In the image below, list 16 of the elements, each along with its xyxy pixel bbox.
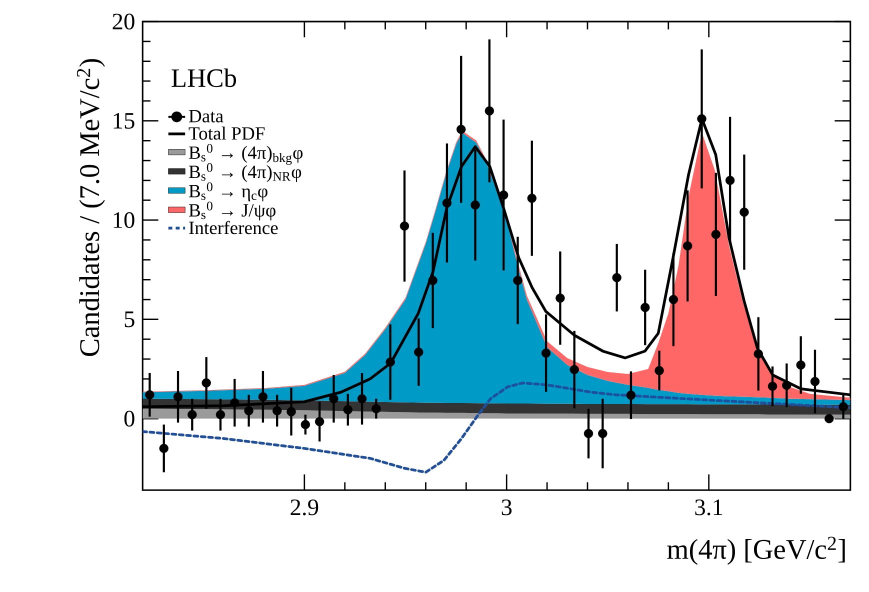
legend-label: Total PDF [188, 126, 265, 140]
x-axis-title: m(4π) [GeV/c$^{2}$] [667, 536, 845, 565]
y-tick-label: 5 [124, 312, 134, 328]
y-tick-label: 10 [114, 212, 134, 228]
legend-label: B$_{s}$$^{0}$ → J/ψφ [188, 202, 276, 220]
y-tick-label: 0 [124, 410, 134, 427]
x-tick-label: 2.9 [290, 499, 318, 516]
legend-label: B$_{s}$$^{0}$ → η$_{c}$φ [188, 182, 268, 202]
x-tick-label: 3.1 [695, 499, 722, 516]
y-axis-title: Candidates / (7.0 MeV/c$^{2}$) [76, 59, 105, 356]
legend-label: Data [188, 110, 224, 122]
x-tick-label: 3 [502, 499, 512, 516]
legend-label: Interference [189, 220, 278, 234]
y-tick-label: 20 [112, 14, 134, 30]
annotation: LHCb [172, 68, 236, 88]
y-tick-label: 15 [114, 112, 134, 129]
